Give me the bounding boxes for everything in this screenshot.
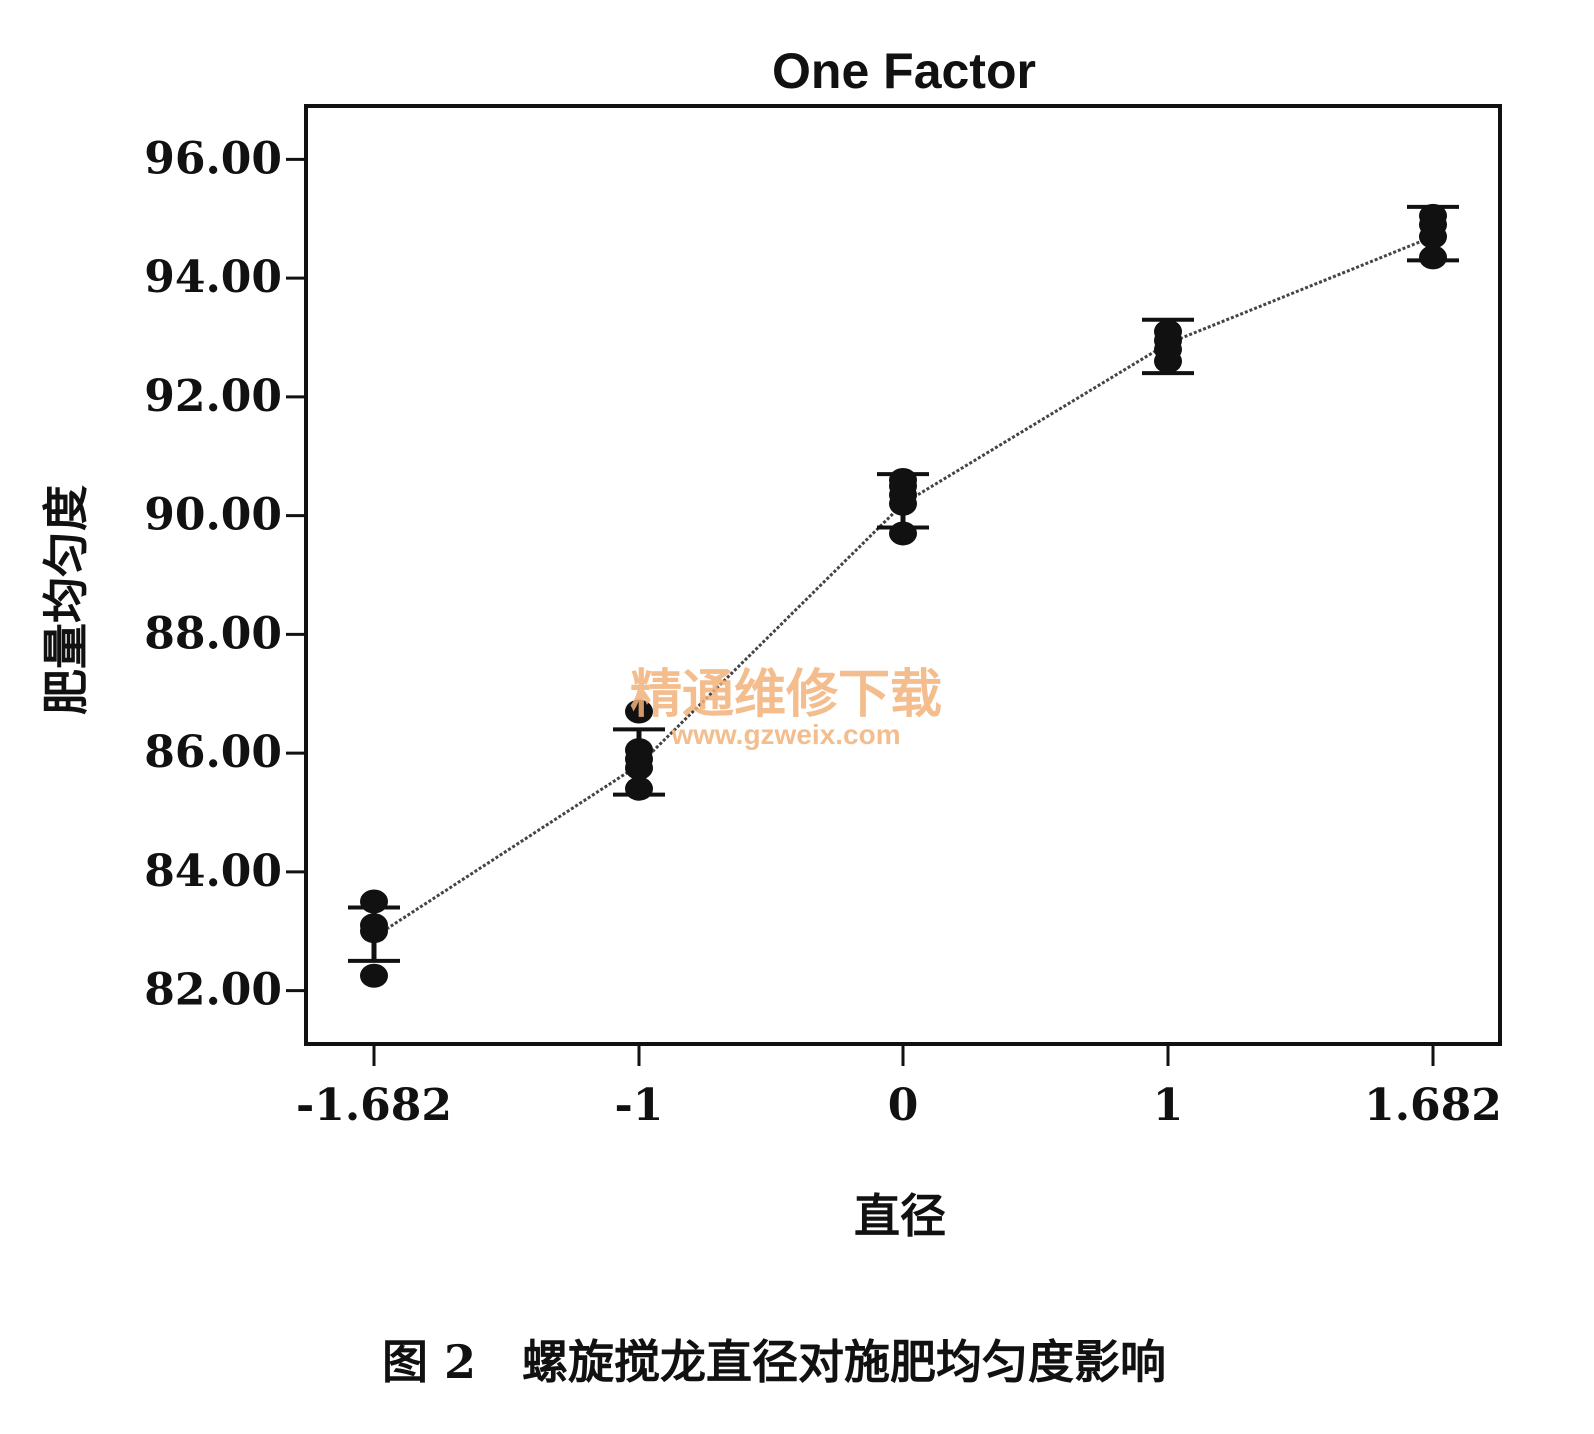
data-point (625, 776, 653, 801)
figure-caption: 图 2 螺旋搅龙直径对施肥均匀度影响 (382, 1335, 1166, 1389)
x-tick-label: 1 (1153, 1080, 1184, 1131)
chart-title: One Factor (772, 43, 1036, 99)
y-tick-label: 94.00 (144, 252, 282, 303)
y-tick-label: 96.00 (144, 133, 282, 184)
x-axis: -1.682 -1 0 1 1.682 (296, 1044, 1502, 1131)
x-axis-label: 直径 (854, 1190, 946, 1242)
data-point (360, 963, 388, 988)
data-point (889, 468, 917, 493)
watermark: 精通维修下载 www.gzweix.com (630, 664, 942, 750)
y-tick-label: 92.00 (144, 371, 282, 422)
data-point (360, 913, 388, 938)
x-tick-label: -1.682 (296, 1080, 452, 1131)
y-axis: 82.00 84.00 86.00 88.00 90.00 92.00 94.00 96.00 (144, 133, 306, 1016)
data-point (360, 889, 388, 914)
y-axis-label: 肥量均匀度 (40, 485, 92, 715)
y-tick-label: 86.00 (144, 727, 282, 778)
y-tick-label: 82.00 (144, 965, 282, 1016)
data-point (1419, 203, 1447, 228)
x-tick-label: 0 (888, 1080, 919, 1131)
data-points (360, 203, 1447, 988)
x-tick-label: -1 (615, 1080, 664, 1131)
y-tick-label: 84.00 (144, 846, 282, 897)
data-point (1154, 319, 1182, 344)
data-point (889, 521, 917, 546)
x-tick-label: 1.682 (1364, 1080, 1502, 1131)
watermark-line-1: 精通维修下载 (630, 664, 942, 725)
data-point (1419, 245, 1447, 270)
data-point (625, 738, 653, 763)
data-point (625, 699, 653, 724)
y-tick-label: 90.00 (144, 490, 282, 541)
watermark-line-2: www.gzweix.com (670, 719, 900, 750)
y-tick-label: 88.00 (144, 608, 282, 659)
